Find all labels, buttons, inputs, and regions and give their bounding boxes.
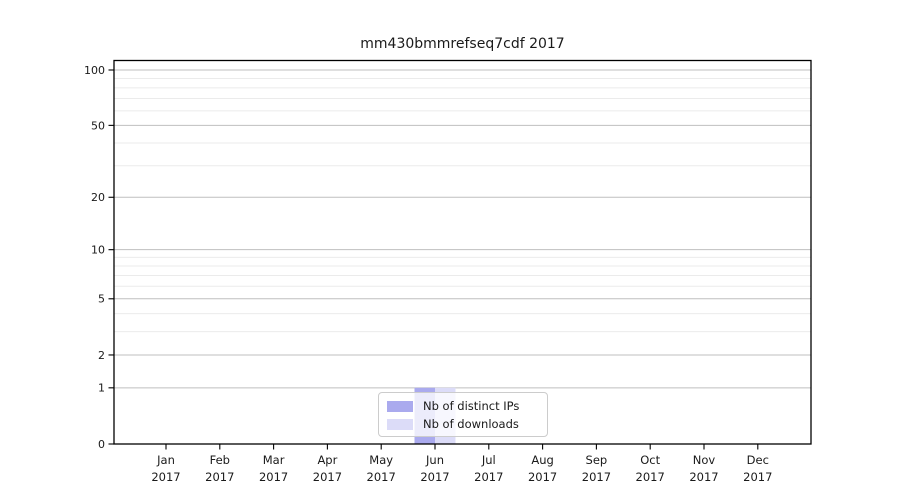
plot-border	[113, 59, 812, 445]
x-tick-label-year: 2017	[528, 470, 557, 484]
x-tick-label-month: Jul	[481, 453, 496, 467]
x-tick-label-month: Feb	[210, 453, 230, 467]
x-tick-label-year: 2017	[151, 470, 180, 484]
legend-label-distinct-ips: Nb of distinct IPs	[423, 399, 520, 413]
y-tick-label: 20	[91, 191, 105, 204]
x-tick-label-year: 2017	[367, 470, 396, 484]
y-tick-label: 2	[98, 349, 105, 362]
x-tick-label-year: 2017	[205, 470, 234, 484]
x-tick-label-year: 2017	[636, 470, 665, 484]
x-tick-label-month: Mar	[263, 453, 285, 467]
y-tick-label: 1	[98, 382, 105, 395]
x-tick-label-month: Jun	[425, 453, 444, 467]
x-tick-label-year: 2017	[313, 470, 342, 484]
x-tick-label-year: 2017	[420, 470, 449, 484]
y-tick-label: 100	[84, 64, 105, 77]
x-tick-label-year: 2017	[259, 470, 288, 484]
legend-item-downloads: Nb of downloads	[387, 416, 539, 432]
x-tick-label-month: Apr	[317, 453, 337, 467]
x-tick-label-month: Oct	[640, 453, 660, 467]
x-tick-label-year: 2017	[582, 470, 611, 484]
x-tick-label-month: Dec	[747, 453, 769, 467]
legend-label-downloads: Nb of downloads	[423, 417, 519, 431]
x-tick-label-month: Sep	[586, 453, 608, 467]
x-tick-label-month: Aug	[531, 453, 553, 467]
legend: Nb of distinct IPs Nb of downloads	[378, 392, 548, 437]
legend-item-distinct-ips: Nb of distinct IPs	[387, 398, 539, 414]
legend-swatch-downloads	[387, 418, 413, 430]
x-tick-label-year: 2017	[743, 470, 772, 484]
y-tick-label: 10	[91, 244, 105, 257]
chart-title: mm430bmmrefseq7cdf 2017	[360, 36, 565, 52]
x-tick-label-month: May	[369, 453, 393, 467]
x-tick-label-year: 2017	[474, 470, 503, 484]
x-tick-label-month: Nov	[693, 453, 716, 467]
y-tick-label: 0	[98, 438, 105, 451]
y-tick-label: 5	[98, 293, 105, 306]
y-tick-label: 50	[91, 119, 105, 132]
x-tick-label-year: 2017	[689, 470, 718, 484]
x-tick-label-month: Jan	[156, 453, 175, 467]
legend-swatch-distinct-ips	[387, 400, 413, 412]
